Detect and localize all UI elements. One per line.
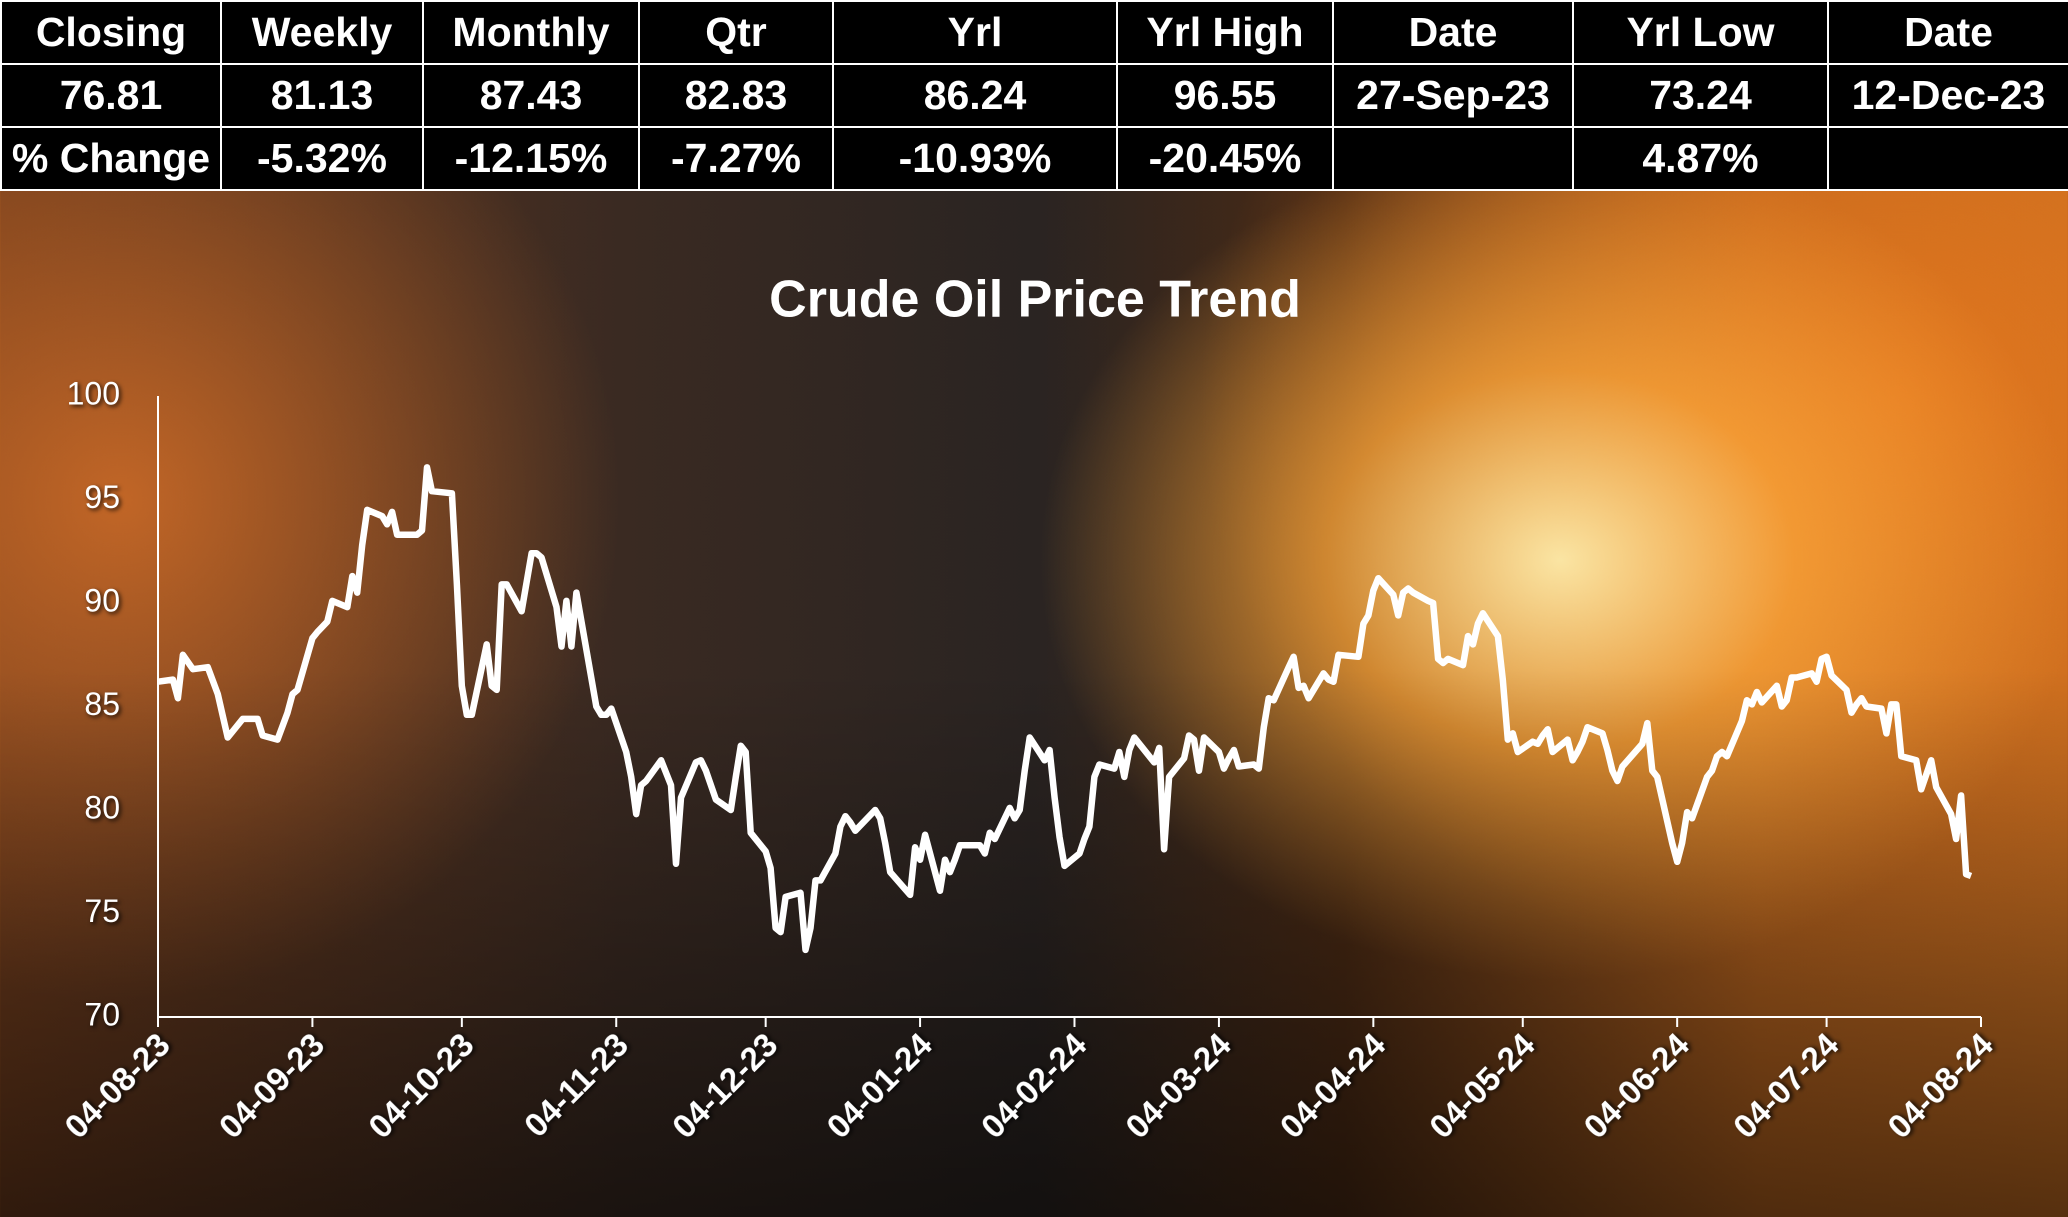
table-cell: Date: [1827, 0, 2068, 65]
x-tick-label: 04-08-24: [1881, 1026, 2001, 1146]
table-cell: 27-Sep-23: [1332, 63, 1574, 128]
y-tick-label: 95: [84, 479, 120, 515]
stats-table: Closing Weekly Monthly Qtr Yrl Yrl High Date Yr…: [0, 0, 2068, 191]
x-tick-label: 04-01-24: [820, 1026, 940, 1146]
table-cell: -20.45%: [1116, 126, 1334, 191]
y-tick-label: 80: [84, 789, 120, 825]
table-cell: Yrl High: [1116, 0, 1334, 65]
x-tick-label: 04-09-23: [212, 1026, 332, 1146]
table-cell: Date: [1332, 0, 1574, 65]
table-cell: Closing: [0, 0, 222, 65]
x-tick-label: 04-08-23: [58, 1026, 178, 1146]
x-tick-label: 04-07-24: [1726, 1026, 1846, 1146]
x-tick-label: 04-05-24: [1422, 1026, 1542, 1146]
table-cell: -10.93%: [832, 126, 1118, 191]
table-cell: 12-Dec-23: [1827, 63, 2068, 128]
table-cell: 73.24: [1572, 63, 1829, 128]
table-cell: Yrl Low: [1572, 0, 1829, 65]
table-row: Closing Weekly Monthly Qtr Yrl Yrl High Date Yr…: [0, 0, 2068, 65]
table-cell: 82.83: [638, 63, 834, 128]
table-row: 76.81 81.13 87.43 82.83 86.24 96.55 27-Sep-23 7…: [0, 63, 2068, 128]
y-tick-label: 85: [84, 686, 120, 722]
price-line: [157, 464, 1973, 954]
chart-title: Crude Oil Price Trend: [769, 271, 1301, 329]
x-tick-label: 04-02-24: [974, 1026, 1094, 1146]
table-cell: Weekly: [220, 0, 424, 65]
table-cell: 87.43: [422, 63, 640, 128]
y-tick-label: 75: [84, 893, 120, 929]
table-row: % Change -5.32% -12.15% -7.27% -10.93% -20.45…: [0, 126, 2068, 191]
table-cell: 4.87%: [1572, 126, 1829, 191]
table-cell: [1827, 126, 2068, 191]
table-cell: Monthly: [422, 0, 640, 65]
table-cell: % Change: [0, 126, 222, 191]
table-cell: -12.15%: [422, 126, 640, 191]
y-tick-label: 70: [84, 996, 120, 1032]
x-tick-label: 04-06-24: [1577, 1026, 1697, 1146]
y-tick-label: 100: [67, 375, 120, 411]
table-cell: -5.32%: [220, 126, 424, 191]
table-cell: 76.81: [0, 63, 222, 128]
table-cell: 81.13: [220, 63, 424, 128]
table-cell: [1332, 126, 1574, 191]
x-tick-label: 04-04-24: [1273, 1026, 1393, 1146]
table-cell: 96.55: [1116, 63, 1334, 128]
x-tick-label: 04-03-24: [1118, 1026, 1238, 1146]
x-tick-label: 04-12-23: [665, 1026, 785, 1146]
x-tick-label: 04-11-23: [517, 1026, 635, 1144]
table-cell: -7.27%: [638, 126, 834, 191]
table-cell: Qtr: [638, 0, 834, 65]
table-cell: 86.24: [832, 63, 1118, 128]
table-cell: Yrl: [832, 0, 1118, 65]
y-tick-label: 90: [84, 582, 120, 618]
x-tick-label: 04-10-23: [361, 1026, 481, 1146]
